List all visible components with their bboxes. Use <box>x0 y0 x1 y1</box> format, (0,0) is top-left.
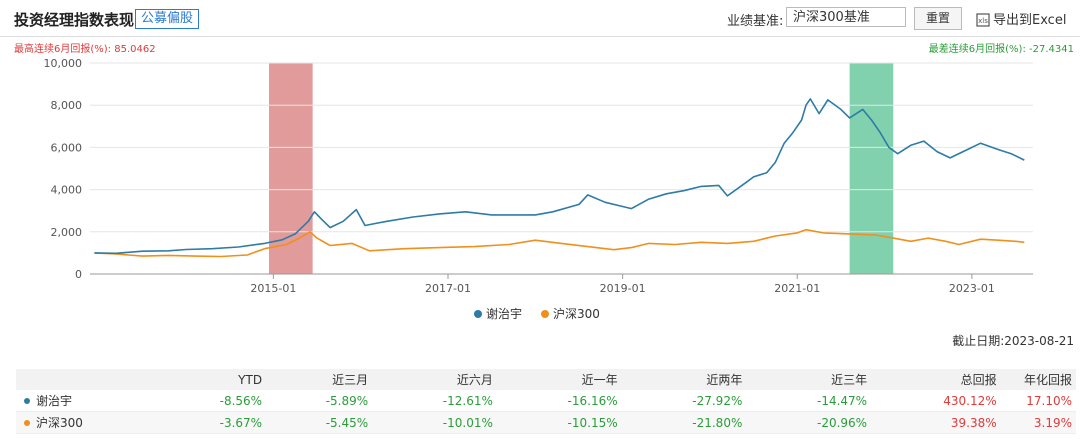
table-cell: 39.38% <box>871 411 1001 434</box>
x-tick-label: 2023-01 <box>949 282 995 295</box>
date-value: 2023-08-21 <box>1004 334 1074 348</box>
series-line-1 <box>94 228 1025 258</box>
column-header: 近三年 <box>746 369 872 390</box>
table-cell: -21.80% <box>621 411 747 434</box>
column-header: YTD <box>159 369 267 390</box>
benchmark-label: 业绩基准: <box>727 14 784 29</box>
row-name: 谢治宇 <box>16 390 160 412</box>
y-tick-label: 6,000 <box>51 141 83 154</box>
min-return-stat: 最差连续6月回报(%): -27.4341 <box>929 40 1074 55</box>
reset-button[interactable]: 重置 <box>914 7 962 30</box>
x-tick-label: 2015-01 <box>250 282 296 295</box>
table-cell: -5.89% <box>266 390 373 412</box>
table-cell: -8.56% <box>159 390 267 412</box>
date-label: 截止日期: <box>952 334 1005 348</box>
min-return-label: 最差连续6月回报(%): <box>928 44 1026 55</box>
table-row: 沪深300 -3.67% -5.45% -10.01% -10.15% -21.80% -2… <box>16 411 1076 434</box>
toolbar: 投资经理指数表现 公募偏股 业绩基准: 沪深300基准 重置 xls 导出到Exc… <box>0 0 1080 37</box>
performance-chart: 0 2,000 4,000 6,000 8,000 10,000 2015-01 2017-0… <box>44 57 1033 321</box>
benchmark-input[interactable]: 沪深300基准 <box>786 7 906 27</box>
min-return-value: -27.4341 <box>1029 44 1074 55</box>
table-cell: -12.61% <box>372 390 497 412</box>
max-return-label: 最高连续6月回报(%): <box>14 44 112 55</box>
series-dot-icon <box>24 398 30 404</box>
table-body: 谢治宇 -8.56% -5.89% -12.61% -16.16% -27.92% -14.… <box>16 390 1076 434</box>
y-tick-label: 0 <box>75 268 82 281</box>
y-tick-label: 2,000 <box>51 226 83 239</box>
svg-text:xls: xls <box>978 17 988 25</box>
table-cell: -10.15% <box>496 411 622 434</box>
table-cell: -10.01% <box>372 411 497 434</box>
table-cell: 17.10% <box>1000 390 1076 412</box>
column-header: 近三月 <box>266 369 373 390</box>
table-header-row: YTD 近三月 近六月 近一年 近两年 近三年 总回报 年化回报 <box>16 369 1076 390</box>
y-tick-label: 4,000 <box>51 184 83 197</box>
page-title: 投资经理指数表现 <box>14 11 135 29</box>
as-of-date: 截止日期:2023-08-21 <box>952 332 1074 349</box>
table-cell: -3.67% <box>159 411 267 434</box>
returns-table: YTD 近三月 近六月 近一年 近两年 近三年 总回报 年化回报 谢治宇 -8.56% -5.89… <box>16 369 1076 434</box>
fund-type-tag[interactable]: 公募偏股 <box>135 9 200 29</box>
legend-label-0: 谢治宇 <box>486 306 522 321</box>
table-cell: 430.12% <box>871 390 1001 412</box>
x-tick-label: 2017-01 <box>425 282 471 295</box>
y-tick-label: 8,000 <box>51 99 83 112</box>
table-cell: -16.16% <box>496 390 622 412</box>
column-header: 总回报 <box>871 369 1001 390</box>
legend-label-1: 沪深300 <box>553 307 600 321</box>
x-tick-label: 2021-01 <box>774 282 820 295</box>
column-header: 近两年 <box>621 369 747 390</box>
legend-marker-1 <box>541 310 549 318</box>
row-name: 沪深300 <box>16 411 160 434</box>
table-cell: -5.45% <box>266 411 373 434</box>
x-tick-label: 2019-01 <box>600 282 646 295</box>
y-tick-label: 10,000 <box>44 57 83 70</box>
column-header: 近一年 <box>496 369 622 390</box>
series-line-0 <box>94 98 1025 255</box>
table-row: 谢治宇 -8.56% -5.89% -12.61% -16.16% -27.92% -14.… <box>16 390 1076 412</box>
export-excel-button[interactable]: xls 导出到Excel <box>976 9 1066 28</box>
column-header <box>16 369 160 390</box>
series-dot-icon <box>24 420 30 426</box>
table-cell: -20.96% <box>746 411 872 434</box>
highlight-band-red <box>268 63 313 274</box>
export-label: 导出到Excel <box>993 13 1067 28</box>
legend-marker-0 <box>474 310 482 318</box>
column-header: 近六月 <box>372 369 497 390</box>
column-header: 年化回报 <box>1000 369 1076 390</box>
table-cell: 3.19% <box>1000 411 1076 434</box>
excel-icon: xls <box>976 13 990 27</box>
table-cell: -14.47% <box>746 390 872 412</box>
table-cell: -27.92% <box>621 390 747 412</box>
max-return-stat: 最高连续6月回报(%): 85.0462 <box>14 40 156 55</box>
highlight-band-green <box>849 63 894 274</box>
max-return-value: 85.0462 <box>114 44 156 55</box>
